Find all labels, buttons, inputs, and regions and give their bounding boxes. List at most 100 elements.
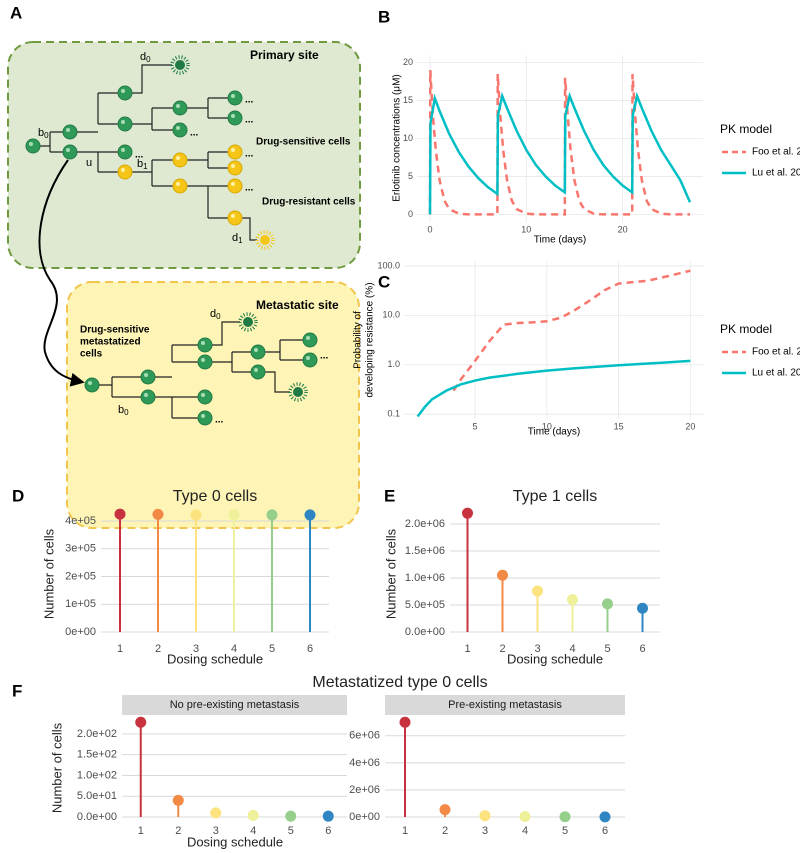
lollipop-head [210, 807, 222, 819]
y-tick-label: 0.1 [387, 409, 400, 419]
lollipop-head [497, 569, 508, 581]
rate-label: d1 [232, 232, 243, 245]
rate-label: b0 [38, 127, 49, 140]
y-tick-label: 10 [403, 133, 413, 143]
y-axis-label: Erlotinib concentrations (μM) [392, 74, 403, 201]
lollipop-head [439, 804, 451, 816]
lollipop-head [637, 602, 648, 614]
rate-sub: 0 [44, 131, 49, 140]
rate-sub: 1 [238, 236, 243, 245]
cell-label: Drug-resistant cells [262, 197, 356, 208]
rate-label: b0 [118, 404, 129, 417]
series-line [428, 91, 692, 215]
facet-strip [122, 695, 347, 715]
facet-label: No pre-existing metastasis [170, 699, 300, 711]
ellipsis: ... [245, 115, 254, 126]
cell-label: Drug-sensitive [80, 325, 150, 336]
rate-sub: 0 [216, 312, 221, 321]
x-tick-label: 5 [269, 643, 275, 655]
ellipses: ... ... ... ... ... ... ... ... [135, 95, 329, 426]
x-tick-label: 4 [250, 825, 256, 837]
series-line [452, 269, 691, 392]
tree-branches [40, 64, 303, 419]
y-axis-label: Number of cells [49, 722, 64, 813]
y-tick-label: 10.0 [382, 310, 400, 320]
rate-sub: 0 [124, 408, 129, 417]
x-tick-label: 3 [482, 825, 488, 837]
y-tick-label: 5 [408, 171, 413, 181]
x-tick-label: 6 [325, 825, 331, 837]
x-tick-label: 4 [231, 643, 237, 655]
panel-label: E [384, 486, 395, 505]
x-tick-label: 1 [464, 643, 470, 655]
lollipop-head [228, 509, 240, 521]
x-tick-label: 6 [307, 643, 313, 655]
x-tick-label: 10 [521, 224, 531, 234]
x-tick-label: 3 [193, 643, 199, 655]
cell-label: metastatized [80, 337, 141, 348]
lollipop-head [304, 509, 316, 521]
x-tick-label: 2 [155, 643, 161, 655]
lollipop-head [399, 716, 411, 728]
x-tick-label: 20 [685, 421, 695, 431]
lollipop-head [190, 509, 202, 521]
y-tick-label: 1.0e+02 [77, 769, 117, 781]
lollipop-head [114, 508, 126, 520]
x-tick-label: 5 [473, 421, 478, 431]
y-tick-label: 0.0e+00 [77, 811, 117, 823]
y-tick-label: 1.5e+06 [405, 545, 445, 557]
y-axis-label: Number of cells [383, 528, 398, 619]
y-tick-label: 2.0e+02 [77, 728, 117, 740]
x-tick-label: 1 [402, 825, 408, 837]
x-tick-label: 1 [138, 825, 144, 837]
rate-base: b [118, 404, 124, 416]
x-axis-label: Time (days) [534, 235, 586, 246]
lollipop-head [567, 594, 578, 606]
x-tick-label: 6 [639, 643, 645, 655]
rate-base: b [38, 127, 44, 139]
x-axis-label: Dosing schedule [507, 651, 603, 666]
y-tick-label: 4e+05 [65, 515, 96, 527]
y-tick-label: 0.0e+00 [405, 626, 445, 638]
series-line [428, 70, 690, 216]
y-tick-label: 100.0 [377, 260, 400, 270]
chart-title: Type 1 cells [513, 488, 597, 505]
lollipop-head [532, 585, 543, 597]
panel-label: C [378, 272, 390, 291]
y-tick-label: 2.0e+06 [405, 518, 445, 530]
lollipop-head [462, 507, 473, 519]
x-axis-label: Dosing schedule [167, 651, 263, 666]
ellipsis: ... [135, 150, 144, 161]
y-tick-label: 1.0 [387, 359, 400, 369]
y-tick-label: 1e+05 [65, 598, 96, 610]
legend-title: PK model [720, 122, 772, 136]
chart-title: Type 0 cells [173, 488, 257, 505]
x-tick-label: 15 [614, 421, 624, 431]
x-tick-label: 2 [442, 825, 448, 837]
legend-label: Foo et al. 2012 [752, 347, 800, 358]
ellipsis: ... [245, 95, 254, 106]
x-tick-label: 20 [618, 224, 628, 234]
x-tick-label: 1 [117, 643, 123, 655]
y-tick-label: 6e+06 [349, 730, 380, 742]
lollipop-head [152, 508, 164, 520]
ellipsis: ... [320, 351, 329, 362]
y-tick-label: 0 [408, 209, 413, 219]
rate-base: d [210, 308, 216, 320]
metastatic-box [66, 281, 360, 529]
y-tick-label: 3e+05 [65, 543, 96, 555]
y-tick-label: 1.0e+06 [405, 572, 445, 584]
x-tick-label: 5 [604, 643, 610, 655]
rate-base: b [137, 158, 143, 170]
facet-label: Pre-existing metastasis [448, 699, 562, 711]
y-axis-label: Probability of [353, 311, 364, 369]
y-tick-label: 0e+00 [65, 626, 96, 638]
site-title: Primary site [250, 48, 319, 62]
lollipop-head [247, 809, 259, 821]
x-tick-label: 4 [522, 825, 528, 837]
rate-sub: 1 [143, 162, 148, 171]
rate-label: u [86, 157, 92, 169]
panel-label: F [12, 681, 22, 700]
ellipsis: ... [190, 128, 199, 139]
